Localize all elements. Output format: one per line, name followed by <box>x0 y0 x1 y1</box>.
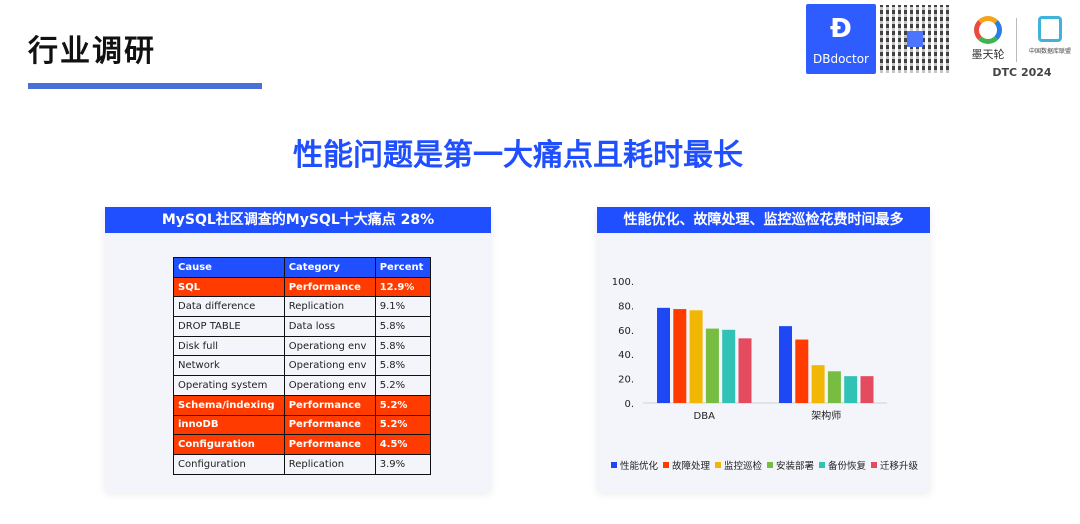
cell-category: Performance <box>283 276 376 298</box>
headline: 性能问题是第一大痛点且耗时最长 <box>293 138 743 173</box>
bird-icon: Ɖ <box>830 14 852 44</box>
time-spent-title: 性能优化、故障处理、监控巡检花费时间最多 <box>597 207 930 233</box>
dbdoctor-logo: Ɖ DBdoctor <box>806 4 876 74</box>
table-row: Operating system Operationg env 5.2% <box>173 375 432 396</box>
table-row: Configuration Performance 4.5% <box>173 434 432 455</box>
cell-category: Performance <box>283 434 376 455</box>
bar-备份恢复-DBA <box>722 329 736 403</box>
cell-percent: 5.8% <box>374 316 432 337</box>
pain-points-panel: MySQL社区调查的MySQL十大痛点 28% Cause Category Per… <box>105 207 491 492</box>
cell-percent: 5.2% <box>374 375 432 396</box>
time-spent-panel: 性能优化、故障处理、监控巡检花费时间最多 0. 20. 40. 60. 80. 100. D… <box>597 207 930 492</box>
legend-label: 故障处理 <box>672 460 711 472</box>
dbdoctor-logo-text: DBdoctor <box>812 52 869 66</box>
title-underline <box>28 83 262 89</box>
qr-code <box>880 5 950 73</box>
table-row: Network Operationg env 5.8% <box>173 355 432 377</box>
cell-category: Data loss <box>283 316 376 337</box>
motianlun-logo: 墨天轮 <box>968 16 1008 62</box>
bar-监控巡检-架构师 <box>811 365 825 403</box>
bar-迁移升级-架构师 <box>860 376 874 403</box>
table-row: SQL Performance 12.9% <box>173 276 432 298</box>
column-header: Percent <box>374 257 432 278</box>
bar-迁移升级-DBA <box>738 338 752 403</box>
table-row: Schema/indexing Performance 5.2% <box>173 394 432 416</box>
legend-label: 备份恢复 <box>828 460 867 472</box>
legend-label: 迁移升级 <box>880 460 919 472</box>
y-tick-label: 20. <box>618 375 634 386</box>
motianlun-icon <box>974 16 1002 44</box>
legend-label: 监控巡检 <box>724 460 763 472</box>
table-row: Disk full Operationg env 5.8% <box>173 335 432 357</box>
bar-故障处理-DBA <box>673 309 687 403</box>
bar-安装部署-DBA <box>705 328 719 403</box>
cell-percent: 3.9% <box>374 453 432 475</box>
cell-cause: Configuration <box>173 434 285 455</box>
legend-label: 性能优化 <box>620 460 659 472</box>
cell-percent: 5.2% <box>374 394 432 416</box>
cell-percent: 12.9% <box>374 276 432 298</box>
y-tick-label: 0. <box>624 399 634 410</box>
table-row: innoDB Performance 5.2% <box>173 414 432 436</box>
cell-cause: Operating system <box>173 375 285 396</box>
column-header: Cause <box>173 257 285 278</box>
bar-备份恢复-架构师 <box>844 376 858 403</box>
x-tick-label: DBA <box>694 411 716 422</box>
cell-cause: Schema/indexing <box>173 394 285 416</box>
acdu-text: 中国数据库联盟 <box>1028 48 1071 55</box>
cell-percent: 5.8% <box>374 355 432 377</box>
motianlun-text: 墨天轮 <box>971 48 1005 61</box>
table-row: Data difference Replication 9.1% <box>173 296 432 318</box>
event-label: DTC 2024 <box>992 66 1052 79</box>
page-title: 行业调研 <box>28 34 156 69</box>
cell-cause: Data difference <box>173 296 285 318</box>
cell-category: Replication <box>283 296 376 318</box>
acdu-logo: 中国数据库联盟 <box>1024 16 1076 55</box>
cell-cause: Configuration <box>173 453 285 475</box>
cell-cause: innoDB <box>173 414 285 436</box>
cell-percent: 9.1% <box>374 296 432 318</box>
legend-swatch <box>715 462 721 468</box>
bar-故障处理-架构师 <box>795 339 809 403</box>
cell-percent: 5.2% <box>374 414 432 436</box>
cell-cause: Network <box>173 355 285 377</box>
bar-安装部署-架构师 <box>827 371 841 403</box>
cell-category: Replication <box>283 453 376 475</box>
cell-percent: 4.5% <box>374 434 432 455</box>
cell-category: Operationg env <box>283 375 376 396</box>
acdu-icon <box>1038 16 1062 42</box>
table-row: Configuration Replication 3.9% <box>173 453 432 475</box>
cell-category: Operationg env <box>283 355 376 377</box>
y-tick-label: 100. <box>612 277 634 288</box>
legend-label: 安装部署 <box>776 460 814 472</box>
logo-divider <box>1016 18 1017 62</box>
cell-category: Performance <box>283 414 376 436</box>
bar-性能优化-架构师 <box>779 326 792 403</box>
pain-points-table: Cause Category Percent SQL Performance 12.9%… <box>173 257 432 475</box>
cell-cause: SQL <box>173 276 285 298</box>
cell-category: Operationg env <box>283 335 376 357</box>
cell-cause: Disk full <box>173 335 285 357</box>
legend-swatch <box>767 462 773 468</box>
legend-swatch <box>871 462 877 468</box>
x-tick-label: 架构师 <box>811 409 841 422</box>
bar-监控巡检-DBA <box>689 310 703 403</box>
cell-category: Performance <box>283 394 376 416</box>
table-row: DROP TABLE Data loss 5.8% <box>173 316 432 337</box>
cell-cause: DROP TABLE <box>173 316 285 337</box>
y-tick-label: 60. <box>618 326 634 337</box>
legend-swatch <box>663 462 669 468</box>
y-tick-label: 80. <box>618 301 634 312</box>
legend-swatch <box>819 462 825 468</box>
legend-swatch <box>611 462 617 468</box>
column-header: Category <box>283 257 376 278</box>
cell-percent: 5.8% <box>374 335 432 357</box>
y-tick-label: 40. <box>618 350 634 361</box>
bar-性能优化-DBA <box>657 307 670 403</box>
pain-points-title: MySQL社区调查的MySQL十大痛点 28% <box>105 207 491 233</box>
